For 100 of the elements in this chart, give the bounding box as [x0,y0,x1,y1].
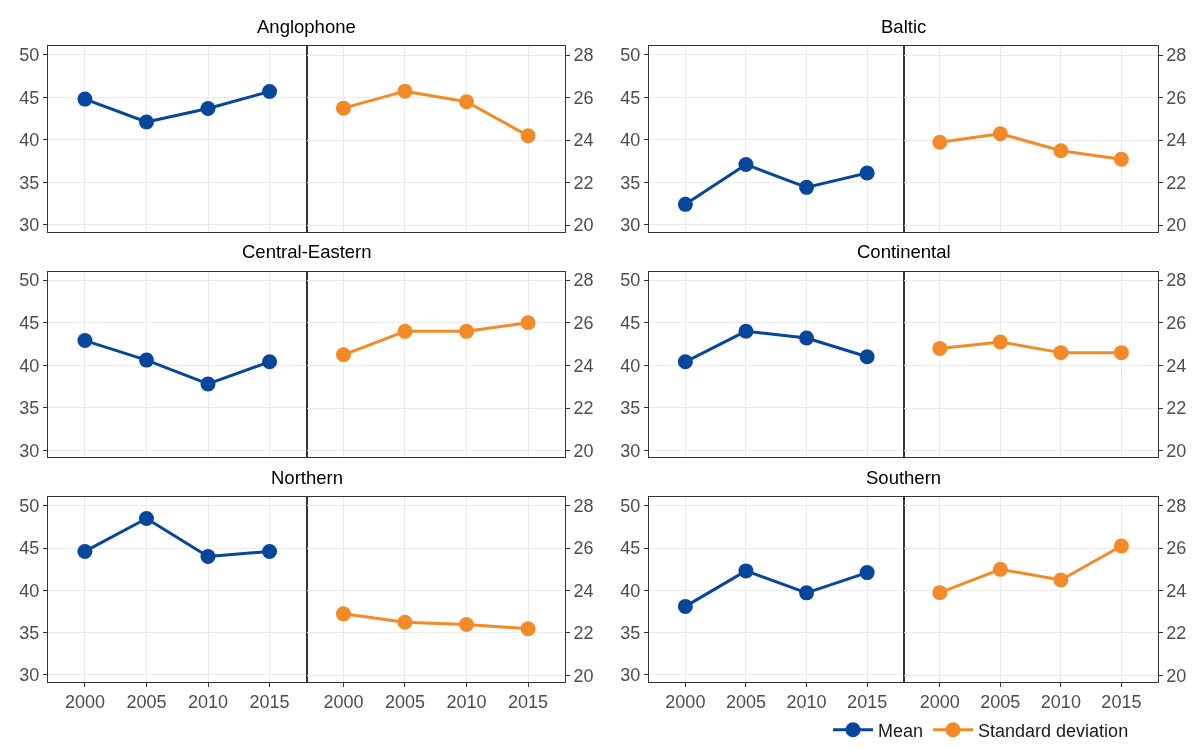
x-tick-label: 2000 [665,692,706,713]
point [459,616,475,632]
point [520,128,536,144]
x-tick-label: 2015 [508,692,549,713]
y-tick-label: 28 [573,270,594,291]
y-tick-label: 20 [1166,440,1187,461]
point [138,510,154,526]
y-tick-label: 30 [19,440,40,461]
point [520,621,536,637]
y-tick-label: 22 [1166,172,1187,193]
y-tick-label: 30 [19,215,40,236]
y-tick-label: 24 [1166,355,1187,376]
y-tick-label: 30 [620,665,641,686]
chart-title: Continental [857,241,951,262]
point [1053,143,1069,159]
point [459,323,475,339]
y-tick-label: 22 [1166,398,1187,419]
point [932,340,948,356]
y-tick-label: 30 [19,665,40,686]
point [677,598,693,614]
y-tick-label: 24 [1166,130,1187,151]
point [200,549,216,564]
point [799,330,815,346]
y-tick-label: 24 [573,355,594,376]
y-tick-label: 35 [19,398,40,419]
point [992,334,1008,350]
point [1113,345,1129,361]
point [77,333,93,349]
y-tick-label: 40 [620,580,641,601]
point [738,156,754,172]
y-tick-label: 26 [573,538,594,559]
y-tick-label: 35 [620,172,641,193]
legend-label: Mean [878,720,924,741]
y-tick-label: 50 [19,496,40,517]
y-tick-label: 20 [573,440,594,461]
y-tick-label: 45 [620,87,641,108]
y-tick-label: 40 [620,355,641,376]
point [397,614,413,630]
y-tick-label: 50 [19,270,40,291]
y-tick-label: 50 [19,45,40,66]
point [335,606,351,622]
x-tick-label: 2000 [919,692,960,713]
y-tick-label: 26 [573,87,594,108]
y-tick-label: 26 [1166,538,1187,559]
point [262,354,278,370]
y-tick-label: 35 [19,172,40,193]
y-tick-label: 20 [1166,665,1187,686]
y-tick-label: 24 [573,130,594,151]
y-tick-label: 26 [573,313,594,334]
x-tick-label: 2010 [1040,692,1081,713]
point [932,134,948,150]
y-tick-label: 22 [1166,623,1187,644]
y-tick-label: 28 [1166,496,1187,517]
point [859,349,875,365]
y-tick-label: 40 [19,580,40,601]
point [1053,572,1069,588]
y-tick-label: 28 [573,45,594,66]
point [1113,151,1129,167]
y-tick-label: 28 [1166,270,1187,291]
y-tick-label: 45 [19,313,40,333]
chart-title: Anglophone [257,16,356,37]
y-tick-label: 28 [1166,45,1187,66]
point [992,561,1008,577]
chart-title: Northern [271,467,343,488]
x-tick-label: 2015 [847,692,888,713]
y-tick-label: 45 [620,538,641,559]
y-tick-label: 24 [1166,580,1187,601]
point [1113,538,1129,554]
x-tick-label: 2005 [725,692,766,713]
point [799,179,815,195]
y-tick-label: 20 [573,215,594,236]
point [992,126,1008,142]
point [799,585,815,601]
x-tick-label: 2000 [323,692,364,713]
x-tick-label: 2005 [126,692,167,713]
point [520,315,536,331]
y-tick-label: 22 [573,398,594,419]
point [77,91,93,107]
point [335,100,351,116]
y-tick-label: 35 [620,622,641,643]
point [262,83,278,99]
y-tick-label: 26 [1166,87,1187,108]
x-tick-label: 2015 [1101,692,1142,713]
y-tick-label: 45 [19,538,40,559]
y-tick-label: 20 [1166,215,1187,236]
chart-title: Baltic [881,16,927,37]
point [859,565,875,581]
y-tick-label: 26 [1166,313,1187,334]
x-tick-label: 2010 [446,692,487,713]
point [77,543,93,559]
point [677,354,693,370]
x-tick-label: 2010 [188,692,229,713]
chart-title: Southern [866,467,942,488]
point [932,585,948,601]
y-tick-label: 35 [620,398,641,419]
y-tick-label: 40 [19,355,40,376]
y-tick-label: 30 [620,440,641,461]
point [859,165,875,181]
x-tick-label: 2005 [384,692,425,713]
y-tick-label: 22 [573,623,594,644]
